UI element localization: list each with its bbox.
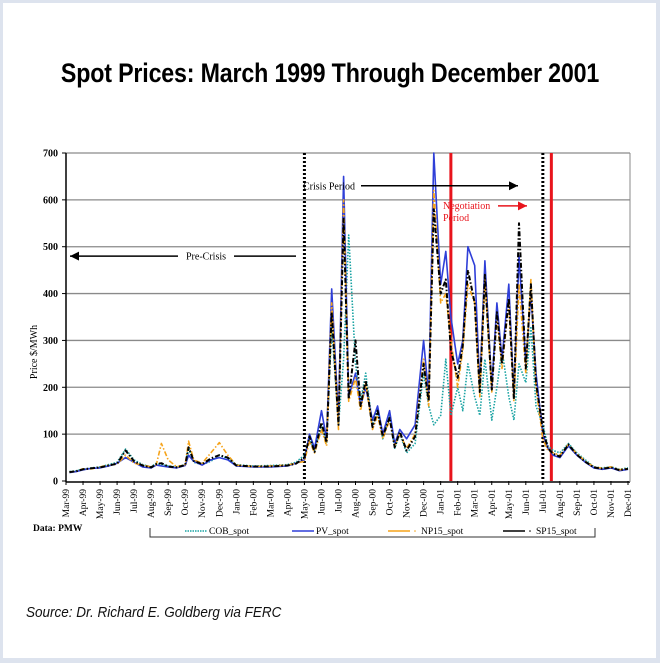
x-tick-label: Mar-00 bbox=[266, 489, 276, 518]
source-note: Source: Dr. Richard E. Goldberg via FERC bbox=[26, 604, 282, 621]
x-axis-ticks: Mar-99 Apr-99 May-99 Jun-99 Jul-99 Aug-99 Sep-… bbox=[62, 481, 634, 519]
x-tick-label: Nov-99 bbox=[198, 489, 208, 518]
y-axis-ticks: 0 100 200 300 400 500 600 700 bbox=[43, 149, 66, 488]
x-tick-label: Jul-00 bbox=[334, 489, 344, 513]
pre-crisis-label: Pre-Crisis bbox=[186, 252, 226, 263]
y-tick-label: 100 bbox=[43, 430, 58, 441]
negotiation-label-line1: Negotiation bbox=[443, 201, 490, 212]
x-tick-label: Jul-01 bbox=[539, 489, 549, 513]
series-line-sp15-spot bbox=[69, 208, 629, 474]
x-tick-label: Mar-01 bbox=[471, 489, 481, 518]
legend-label: SP15_spot bbox=[536, 527, 577, 537]
legend: COB_spot PV_spot NP15_spot SP15_spot bbox=[149, 527, 596, 538]
x-tick-label: Jul-99 bbox=[130, 489, 140, 513]
x-tick-label: Feb-00 bbox=[249, 489, 259, 516]
x-tick-label: Dec-01 bbox=[624, 489, 634, 517]
x-tick-label: Sep-01 bbox=[573, 489, 583, 516]
y-tick-label: 200 bbox=[43, 383, 58, 394]
x-tick-label: Feb-01 bbox=[454, 489, 464, 516]
negotiation-label-line2: Period bbox=[443, 213, 469, 224]
x-tick-label: Dec-00 bbox=[420, 489, 430, 517]
legend-label: PV_spot bbox=[316, 527, 349, 537]
y-tick-label: 400 bbox=[43, 289, 58, 300]
x-tick-label: Apr-99 bbox=[79, 489, 89, 516]
x-tick-label: Sep-99 bbox=[164, 489, 174, 516]
x-tick-label: Oct-99 bbox=[181, 489, 191, 516]
x-tick-label: Oct-01 bbox=[590, 489, 600, 516]
data-source-note: Data: PMW bbox=[33, 524, 83, 534]
legend-swatch-dot bbox=[414, 530, 416, 532]
y-tick-label: 300 bbox=[43, 336, 58, 347]
y-tick-label: 700 bbox=[43, 149, 58, 160]
legend-swatch-dot bbox=[529, 530, 531, 532]
x-tick-label: Apr-00 bbox=[283, 489, 293, 516]
x-tick-label: Mar-99 bbox=[62, 489, 72, 518]
x-tick-label: Oct-00 bbox=[386, 489, 396, 516]
legend-bracket bbox=[149, 528, 596, 538]
x-tick-label: Aug-00 bbox=[352, 489, 362, 518]
legend-label: NP15_spot bbox=[421, 527, 464, 537]
x-tick-label: Jun-00 bbox=[317, 489, 327, 515]
x-tick-label: Jun-01 bbox=[522, 489, 532, 515]
x-tick-label: Nov-00 bbox=[403, 489, 413, 518]
series-lines bbox=[69, 152, 629, 474]
y-axis-label: Price $/MWh bbox=[29, 325, 40, 379]
series-line-np15-spot bbox=[69, 189, 629, 473]
axes bbox=[65, 153, 631, 483]
page-title: Spot Prices: March 1999 Through December… bbox=[60, 58, 600, 88]
x-tick-label: Sep-00 bbox=[369, 489, 379, 516]
series-line-pv-spot bbox=[69, 152, 629, 474]
x-tick-label: Aug-01 bbox=[556, 489, 566, 518]
x-tick-label: Nov-01 bbox=[607, 489, 617, 518]
x-tick-label: Jan-01 bbox=[437, 489, 447, 515]
x-tick-label: Jun-99 bbox=[113, 489, 123, 515]
x-tick-label: Aug-99 bbox=[147, 489, 157, 518]
y-tick-label: 0 bbox=[53, 477, 58, 488]
x-tick-label: Dec-99 bbox=[215, 489, 225, 517]
x-tick-label: May-99 bbox=[96, 489, 106, 519]
x-tick-label: Jan-00 bbox=[232, 489, 242, 515]
legend-label: COB_spot bbox=[209, 527, 249, 537]
x-tick-label: Apr-01 bbox=[488, 489, 498, 516]
x-tick-label: May-01 bbox=[505, 489, 515, 519]
x-tick-label: May-00 bbox=[300, 489, 310, 519]
y-tick-label: 600 bbox=[43, 195, 58, 206]
crisis-period-label: Crisis Period bbox=[303, 181, 355, 192]
y-tick-label: 500 bbox=[43, 242, 58, 253]
